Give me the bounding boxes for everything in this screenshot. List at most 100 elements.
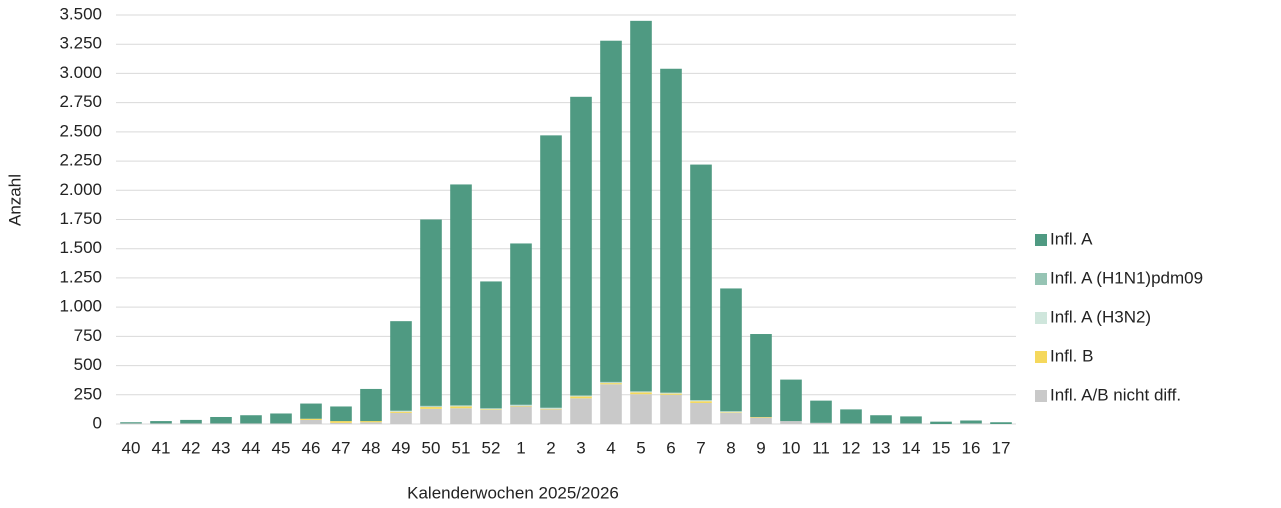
legend-swatch bbox=[1035, 234, 1047, 246]
x-tick-label: 16 bbox=[962, 438, 981, 457]
x-tick-label: 1 bbox=[516, 438, 525, 457]
x-tick-label: 42 bbox=[182, 438, 201, 457]
bar-segment bbox=[570, 396, 592, 399]
x-tick-label: 7 bbox=[696, 438, 705, 457]
bar-segment bbox=[270, 413, 292, 424]
bar-segment bbox=[150, 421, 172, 424]
bar-segment bbox=[300, 419, 322, 424]
bar-segment bbox=[570, 395, 592, 397]
legend-swatch bbox=[1035, 273, 1047, 285]
y-tick-label: 1.500 bbox=[59, 238, 102, 257]
x-tick-label: 9 bbox=[756, 438, 765, 457]
bar-segment bbox=[390, 412, 412, 424]
y-tick-label: 2.750 bbox=[59, 92, 102, 111]
y-tick-label: 250 bbox=[74, 384, 102, 403]
bar-segment bbox=[990, 422, 1012, 424]
x-tick-label: 44 bbox=[242, 438, 261, 457]
bar-segment bbox=[690, 400, 712, 401]
bar-segment bbox=[840, 423, 862, 424]
bar-segment bbox=[450, 184, 472, 406]
y-tick-label: 1.000 bbox=[59, 297, 102, 316]
bar-segment bbox=[510, 405, 532, 407]
bar-segment bbox=[390, 411, 412, 413]
bar-segment bbox=[330, 422, 352, 424]
bar-segment bbox=[810, 400, 832, 423]
bar-segment bbox=[600, 381, 622, 383]
bar-segment bbox=[870, 415, 892, 424]
x-tick-label: 6 bbox=[666, 438, 675, 457]
bar-segment bbox=[450, 405, 472, 407]
bar-segment bbox=[870, 423, 892, 424]
bar-segment bbox=[480, 408, 502, 410]
bar-segment bbox=[900, 416, 922, 424]
y-tick-label: 3.500 bbox=[59, 4, 102, 23]
bar-segment bbox=[330, 421, 352, 423]
bar-segment bbox=[690, 402, 712, 424]
x-tick-label: 43 bbox=[212, 438, 231, 457]
bar-segment bbox=[840, 409, 862, 424]
bar-segment bbox=[660, 68, 682, 393]
bar-segment bbox=[720, 288, 742, 412]
bar-segment bbox=[540, 408, 562, 409]
bar-segment bbox=[660, 392, 682, 394]
bar-segment bbox=[930, 421, 952, 424]
bar-segment bbox=[420, 406, 442, 408]
bar-segment bbox=[390, 410, 412, 412]
bar-segment bbox=[510, 243, 532, 405]
bar-segment bbox=[450, 406, 472, 409]
y-tick-label: 3.000 bbox=[59, 63, 102, 82]
bar-segment bbox=[720, 412, 742, 424]
x-tick-label: 49 bbox=[392, 438, 411, 457]
legend-swatch bbox=[1035, 351, 1047, 363]
bar-segment bbox=[600, 382, 622, 384]
bar-segment bbox=[570, 96, 592, 396]
x-tick-label: 12 bbox=[842, 438, 861, 457]
bar-segment bbox=[420, 408, 442, 424]
y-tick-label: 3.250 bbox=[59, 34, 102, 53]
bar-segment bbox=[330, 406, 352, 422]
bar-segment bbox=[450, 408, 472, 424]
bar-segment bbox=[240, 415, 262, 424]
bar-segment bbox=[960, 420, 982, 424]
bar-segment bbox=[300, 403, 322, 419]
bar-segment bbox=[540, 408, 562, 410]
bar-segment bbox=[210, 423, 232, 424]
bar-segment bbox=[630, 392, 652, 395]
bar-segment bbox=[720, 411, 742, 413]
x-tick-label: 45 bbox=[272, 438, 291, 457]
bar-segment bbox=[390, 411, 412, 412]
y-tick-label: 2.500 bbox=[59, 121, 102, 140]
bar-segment bbox=[510, 406, 532, 424]
bar-segment bbox=[960, 423, 982, 424]
x-tick-label: 5 bbox=[636, 438, 645, 457]
legend-label: Infl. A (H3N2) bbox=[1050, 307, 1151, 326]
bar-segment bbox=[420, 219, 442, 406]
x-tick-label: 48 bbox=[362, 438, 381, 457]
legend-label: Infl. A bbox=[1050, 229, 1093, 248]
legend-label: Infl. B bbox=[1050, 346, 1093, 365]
bar-segment bbox=[900, 423, 922, 424]
bar-segment bbox=[420, 405, 442, 407]
bar-segment bbox=[510, 405, 532, 406]
bar-segment bbox=[360, 388, 382, 422]
bar-segment bbox=[360, 421, 382, 423]
bar-segment bbox=[600, 384, 622, 424]
bar-segment bbox=[660, 393, 682, 394]
bar-segment bbox=[240, 423, 262, 424]
bar-segment bbox=[690, 401, 712, 403]
bar-segment bbox=[780, 379, 802, 422]
bar-segment bbox=[480, 281, 502, 409]
bar-segment bbox=[630, 391, 652, 392]
bar-segment bbox=[180, 419, 202, 424]
bar-segment bbox=[570, 398, 592, 424]
x-tick-label: 8 bbox=[726, 438, 735, 457]
bar-segment bbox=[210, 416, 232, 424]
bar-segment bbox=[630, 394, 652, 424]
x-tick-label: 50 bbox=[422, 438, 441, 457]
bar-segment bbox=[690, 400, 712, 402]
bar-segment bbox=[780, 421, 802, 424]
bar-segment bbox=[390, 321, 412, 411]
y-tick-label: 1.250 bbox=[59, 267, 102, 286]
y-tick-label: 0 bbox=[93, 413, 102, 432]
x-tick-label: 14 bbox=[902, 438, 921, 457]
